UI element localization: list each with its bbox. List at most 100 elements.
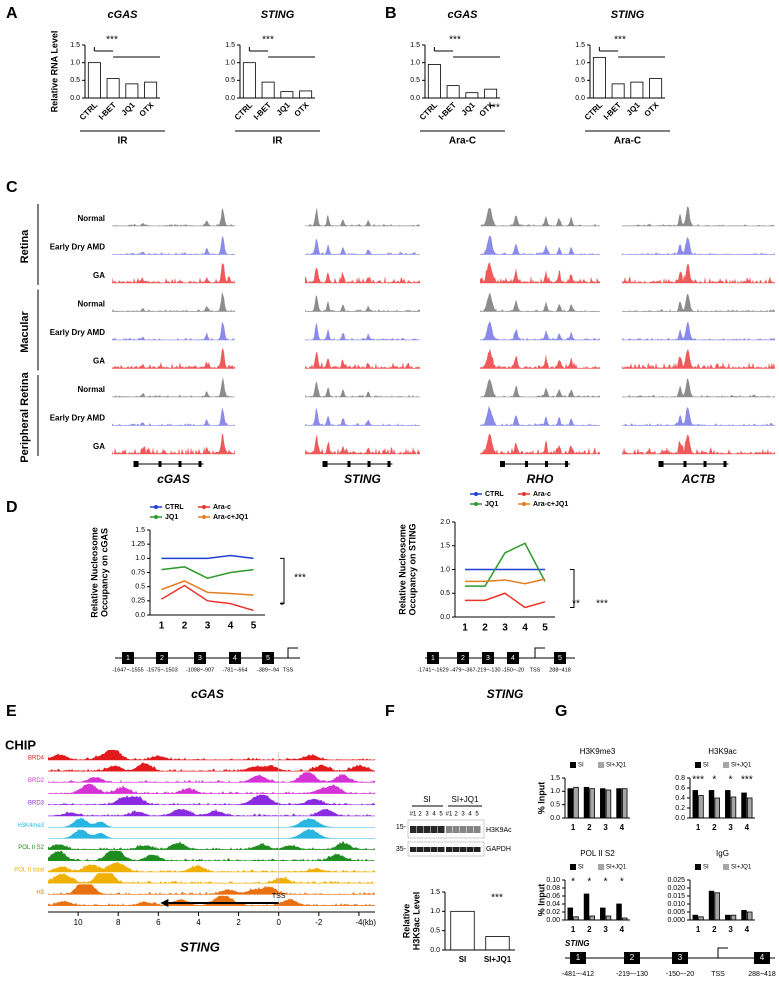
- signal-track: [112, 407, 235, 426]
- y-tick-label: 1.5: [135, 527, 145, 534]
- exon: [387, 461, 391, 467]
- blot-band: [431, 826, 438, 833]
- significance-mark: *: [712, 775, 716, 786]
- exon-box: [754, 952, 770, 964]
- blot-band: [424, 826, 431, 833]
- panel-label: B: [385, 5, 397, 22]
- significance-mark: *: [604, 877, 608, 888]
- legend-marker: [154, 505, 158, 509]
- signal-track: [305, 238, 420, 255]
- tss-label: TSS: [283, 667, 294, 673]
- signal-track: [305, 207, 420, 226]
- signal-track: [480, 348, 600, 369]
- signal-track: [48, 750, 375, 760]
- exon: [545, 461, 548, 467]
- x-tick-label: 3: [728, 925, 733, 934]
- bar: [600, 788, 606, 819]
- x-tick-label: 10: [74, 918, 83, 927]
- x-tick-label: 2: [587, 925, 592, 934]
- exon: [703, 461, 707, 467]
- legend-swatch: [723, 864, 729, 870]
- exon-number: 5: [558, 655, 562, 662]
- y-tick-label: 0.5: [225, 77, 235, 84]
- y-axis-label: % Input: [536, 782, 546, 815]
- x-tick-label: -2: [315, 918, 323, 927]
- y-tick-label: 1.0: [225, 60, 235, 67]
- y-tick-label: 0.5: [135, 584, 145, 591]
- signal-track: [480, 263, 600, 283]
- exon-range: -219~-130: [475, 667, 500, 673]
- x-tick-label: JQ1: [460, 100, 477, 117]
- blot-band: [467, 847, 474, 852]
- x-tick-label: JQ1: [625, 100, 642, 117]
- legend-label: JQ1: [485, 501, 498, 508]
- condition-label: Normal: [77, 214, 105, 223]
- track-label: POL II S2: [18, 845, 44, 851]
- legend-label: SI+JQ1: [731, 763, 752, 769]
- x-tick-label: I-BET: [252, 100, 273, 121]
- bar: [600, 907, 606, 921]
- bar: [144, 81, 158, 99]
- x-tick-label: 1: [159, 621, 165, 632]
- bar: [484, 88, 498, 99]
- legend-label: SI: [578, 763, 584, 769]
- y-tick-label: 1.5: [440, 543, 450, 550]
- protein-label: H3K9Ac: [486, 827, 512, 834]
- x-tick-label: SI: [459, 955, 467, 964]
- significance-mark: ***: [106, 35, 118, 46]
- x-tick-label: 3: [603, 925, 608, 934]
- exon-range: -389~-94: [257, 667, 279, 673]
- exon-box: [229, 652, 241, 664]
- legend-swatch: [598, 864, 604, 870]
- y-tick-label: 0.0: [675, 815, 685, 822]
- panel-label: D: [6, 499, 18, 516]
- exon: [322, 461, 328, 467]
- signal-track: [48, 808, 375, 816]
- condition-label: Normal: [77, 300, 105, 309]
- blot-band: [460, 826, 467, 833]
- signal-track: [305, 407, 420, 426]
- exon: [178, 461, 182, 467]
- legend-label: Ara-c+JQ1: [213, 514, 248, 521]
- legend-label: CTRL: [165, 504, 184, 511]
- condition-label: Early Dry AMD: [50, 414, 106, 423]
- chart-title: IgG: [716, 849, 729, 858]
- y-axis-label: Relative: [401, 904, 411, 939]
- bar: [746, 911, 753, 921]
- panel-label: E: [6, 703, 17, 720]
- bar: [605, 915, 612, 921]
- x-tick-label: 4: [745, 823, 750, 832]
- signal-track: [480, 320, 600, 340]
- signal-track: [305, 382, 420, 397]
- arrow-head: [160, 899, 169, 907]
- track-label: BRD4: [28, 756, 45, 762]
- x-tick-label: 3: [728, 823, 733, 832]
- exon-number: 5: [266, 655, 270, 662]
- x-tick-label: 2: [712, 823, 717, 832]
- exon: [565, 461, 568, 467]
- blot-band: [438, 826, 445, 833]
- bar: [125, 83, 139, 99]
- significance-mark: ***: [596, 599, 608, 610]
- panel-label: G: [555, 703, 567, 720]
- bar: [583, 786, 590, 819]
- exon: [683, 461, 687, 467]
- significance-mark: ***: [488, 103, 500, 114]
- y-tick-label: 0.0: [70, 95, 80, 102]
- panel-label: C: [6, 179, 18, 196]
- legend-label: SI+JQ1: [606, 763, 627, 769]
- signal-track: [305, 323, 420, 340]
- y-tick-label: 0.0: [550, 815, 560, 822]
- signal-track: [305, 434, 420, 454]
- x-tick-label: 4: [620, 823, 625, 832]
- bar: [741, 792, 747, 819]
- y-tick-label: 0.10: [546, 877, 560, 884]
- y-tick-label: 0.010: [667, 901, 685, 908]
- y-tick-label: 0.000: [667, 917, 685, 924]
- significance-mark: **: [572, 599, 580, 610]
- bar: [708, 890, 715, 921]
- blot-band: [474, 847, 481, 852]
- bar: [242, 62, 256, 99]
- lane-label: 4: [432, 812, 436, 818]
